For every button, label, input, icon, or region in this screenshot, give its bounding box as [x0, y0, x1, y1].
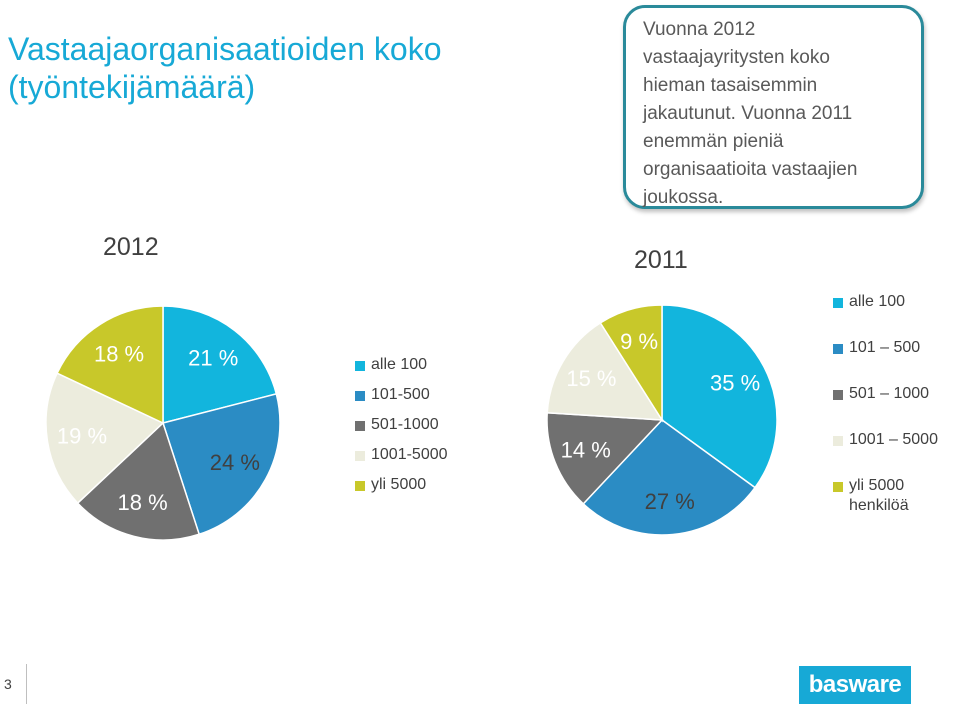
legend-item-1001-5000: 1001 – 5000	[833, 430, 939, 476]
data-label-1-1: 27 %	[645, 489, 695, 514]
data-label-1-4: 9 %	[620, 329, 658, 354]
legend-2011: alle 100 101 – 500 501 – 1000 1001 – 500…	[833, 292, 939, 522]
pie-slice-1-3	[546, 321, 664, 421]
legend-label: 101 – 500	[849, 339, 921, 356]
divider	[26, 664, 27, 704]
pie-slice-1-2	[546, 411, 664, 505]
data-label-1-2: 14 %	[561, 438, 611, 463]
pie-slice-1-4	[599, 304, 663, 423]
legend-swatch	[355, 421, 365, 431]
callout-line: jakautunut. Vuonna 2011	[643, 103, 853, 124]
legend-swatch	[833, 390, 843, 400]
legend-label: alle 100	[849, 293, 906, 310]
data-label-0-3: 19 %	[57, 423, 107, 448]
pie-slice-0-2	[76, 421, 201, 541]
legend-label: alle 100	[371, 356, 428, 373]
legend-item-501-1000: 501-1000	[355, 415, 448, 445]
legend-swatch	[355, 361, 365, 371]
callout-line: vastaajayritysten koko	[643, 47, 830, 68]
callout-line: enemmän pieniä	[643, 131, 784, 152]
legend-item-501-1000: 501 – 1000	[833, 384, 939, 430]
data-label-0-1: 24 %	[210, 450, 260, 475]
data-label-0-4: 18 %	[94, 341, 144, 366]
legend-swatch	[355, 481, 365, 491]
legend-label: 501 – 1000	[849, 385, 930, 402]
legend-label: 501-1000	[371, 416, 439, 433]
pie-slice-0-4	[56, 305, 164, 425]
legend-swatch	[833, 436, 843, 446]
pie-slice-0-0	[162, 305, 278, 424]
data-label-1-0: 35 %	[710, 370, 760, 395]
legend-label: 101-500	[371, 386, 430, 403]
legend-item-yli-5000: yli 5000 henkilöä	[833, 476, 939, 522]
callout-box: Vuonna 2012 vastaajayritysten koko hiema…	[623, 5, 924, 209]
legend-label: yli 5000 henkilöä	[849, 477, 909, 514]
legend-label: 1001-5000	[371, 446, 448, 463]
legend-label: yli 5000	[371, 476, 427, 493]
pie-slice-1-1	[582, 419, 757, 536]
page-number: 3	[4, 676, 12, 692]
chart-title-2011: 2011	[634, 246, 688, 274]
data-label-0-2: 18 %	[118, 490, 168, 515]
chart-title-2012: 2012	[103, 233, 159, 261]
page-title: Vastaajaorganisaatioiden koko (työntekij…	[8, 31, 442, 105]
pie-slice-0-1	[162, 392, 281, 536]
pie-slice-0-3	[45, 372, 165, 505]
pie-slice-1-0	[661, 304, 778, 489]
legend-item-1001-5000: 1001-5000	[355, 445, 448, 475]
legend-item-101-500: 101-500	[355, 385, 448, 415]
callout-line: organisaatioita vastaajien	[643, 159, 858, 180]
legend-item-alle-100: alle 100	[833, 292, 939, 338]
callout-line: joukossa.	[643, 187, 724, 208]
legend-item-alle-100: alle 100	[355, 355, 448, 385]
data-label-0-0: 21 %	[188, 346, 238, 371]
legend-item-101-500: 101 – 500	[833, 338, 939, 384]
callout-line: hieman tasaisemmin	[643, 75, 818, 96]
legend-swatch	[833, 482, 843, 492]
legend-swatch	[833, 344, 843, 354]
legend-swatch	[355, 451, 365, 461]
legend-label: 1001 – 5000	[849, 431, 938, 448]
basware-logo: basware	[799, 666, 911, 704]
legend-item-yli-5000: yli 5000	[355, 475, 448, 505]
legend-swatch	[833, 298, 843, 308]
legend-2012: alle 100 101-500 501-1000 1001-5000 yli …	[355, 355, 448, 505]
legend-swatch	[355, 391, 365, 401]
data-label-1-3: 15 %	[566, 366, 616, 391]
callout-line: Vuonna 2012	[643, 19, 756, 40]
